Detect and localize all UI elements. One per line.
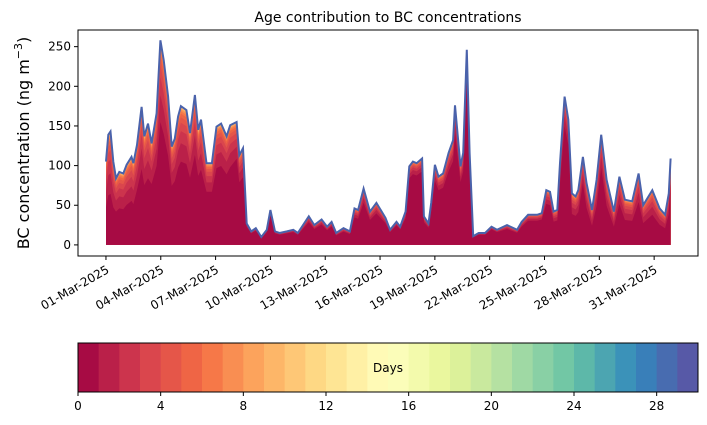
colorbar-tick-label: 20 <box>484 399 499 413</box>
colorbar-bin <box>160 343 182 392</box>
chart-title: Age contribution to BC concentrations <box>254 10 521 26</box>
colorbar-tick-label: 0 <box>74 399 82 413</box>
colorbar-bin <box>532 343 554 392</box>
age-layer-0-1-days <box>106 79 671 245</box>
plot-area <box>105 40 672 245</box>
colorbar-bin <box>284 343 306 392</box>
colorbar-bin <box>305 343 327 392</box>
colorbar-tick-label: 16 <box>401 399 416 413</box>
total-concentration-line <box>105 40 672 239</box>
colorbar-bin <box>470 343 492 392</box>
colorbar-bin <box>264 343 286 392</box>
colorbar-tick-label: 4 <box>157 399 165 413</box>
colorbar-bin <box>367 343 389 392</box>
x-axis: 01-Mar-202504-Mar-202507-Mar-202510-Mar-… <box>38 256 660 313</box>
colorbar-ticks: 0 4 8 12 16 20 24 28 <box>74 392 664 413</box>
colorbar-bin <box>574 343 596 392</box>
colorbar-bin <box>615 343 637 392</box>
colorbar-bin <box>78 343 100 392</box>
colorbar-tick-label: 24 <box>566 399 581 413</box>
colorbar-tick-label: 8 <box>240 399 248 413</box>
colorbar-bin <box>243 343 265 392</box>
colorbar-bin <box>491 343 513 392</box>
colorbar-tick-label: 28 <box>649 399 664 413</box>
y-tick-label: 200 <box>48 79 71 93</box>
colorbar-bin <box>119 343 141 392</box>
colorbar-bin <box>636 343 658 392</box>
colorbar-bin <box>429 343 451 392</box>
axes-frame <box>77 29 699 257</box>
colorbar <box>78 343 699 392</box>
colorbar-bin <box>450 343 472 392</box>
colorbar-bin <box>677 343 699 392</box>
colorbar-bin <box>594 343 616 392</box>
colorbar-bin <box>656 343 678 392</box>
y-tick-label: 0 <box>63 238 71 252</box>
y-tick-label: 150 <box>48 119 71 133</box>
y-tick-label: 50 <box>56 198 71 212</box>
colorbar-bin <box>388 343 410 392</box>
colorbar-bin <box>98 343 120 392</box>
colorbar-bin <box>512 343 534 392</box>
colorbar-bin <box>326 343 348 392</box>
colorbar-frame <box>77 342 699 393</box>
colorbar-tick-label: 12 <box>318 399 333 413</box>
colorbar-bin <box>181 343 203 392</box>
y-tick-label: 250 <box>48 40 71 54</box>
y-tick-label: 100 <box>48 159 71 173</box>
colorbar-bin <box>202 343 224 392</box>
colorbar-bin <box>553 343 575 392</box>
y-axis-label: BC concentration (ng m−3) <box>12 37 33 250</box>
y-axis: 0 50 100 150 200 250 <box>48 40 78 252</box>
colorbar-bin <box>140 343 162 392</box>
colorbar-bin <box>408 343 430 392</box>
colorbar-bin <box>346 343 368 392</box>
colorbar-label: Days <box>373 361 403 375</box>
colorbar-bin <box>222 343 244 392</box>
